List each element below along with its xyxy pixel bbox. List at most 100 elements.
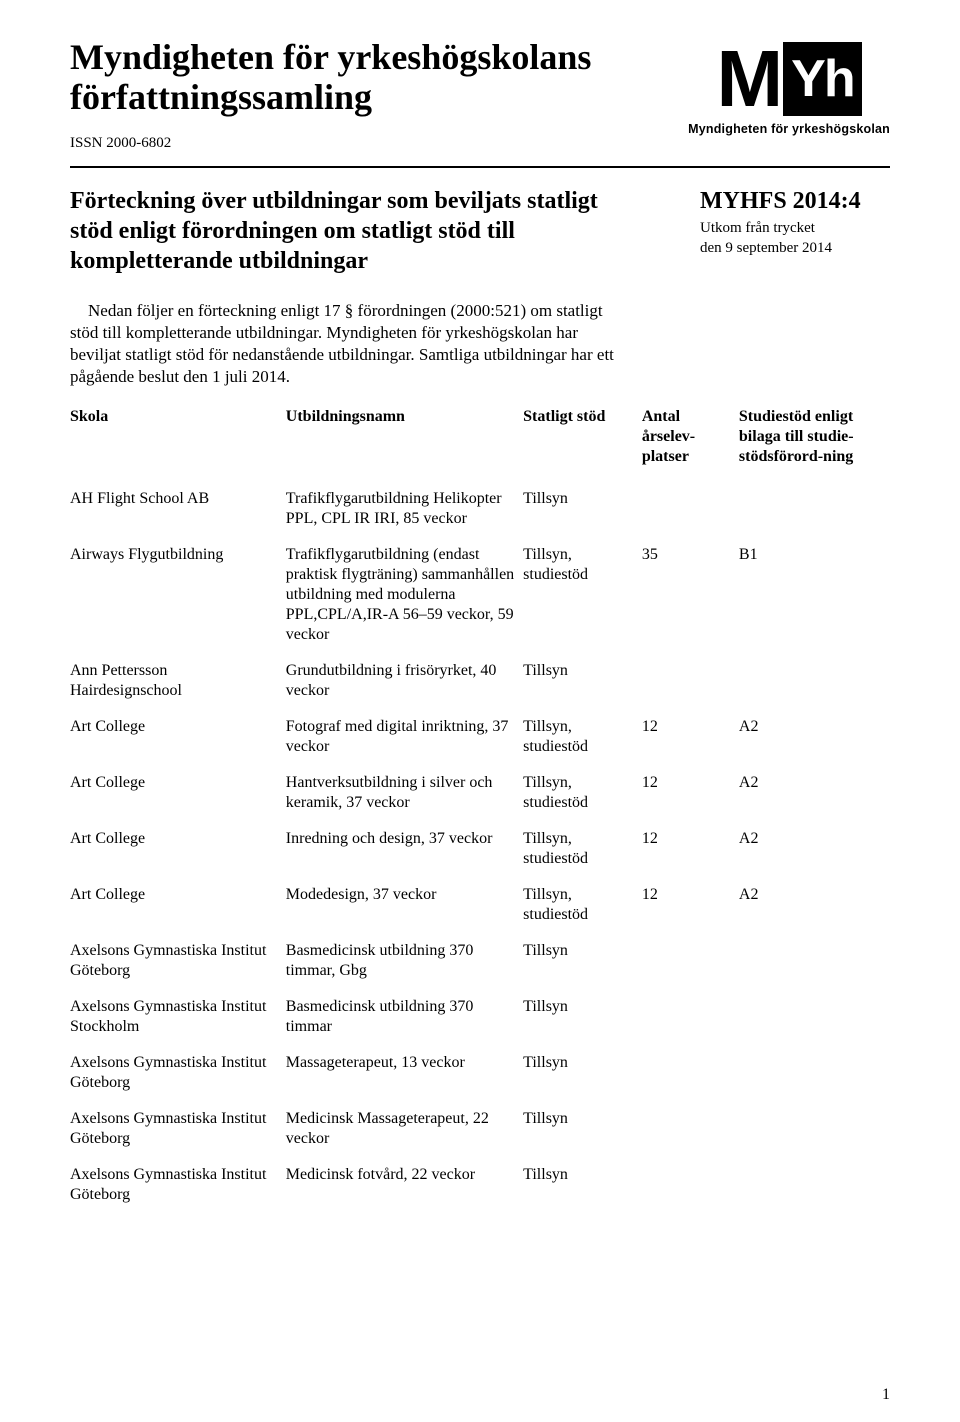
cell-antal: 12	[642, 821, 739, 877]
col-header-utbildningsnamn: Utbildningsnamn	[286, 407, 523, 481]
cell-utb: Massageterapeut, 13 veckor	[286, 1045, 523, 1101]
cell-skola: Art College	[70, 765, 286, 821]
cell-studie: B1	[739, 537, 890, 653]
cell-utb: Basmedicinsk utbildning 370 timmar	[286, 989, 523, 1045]
cell-skola: Art College	[70, 709, 286, 765]
cell-utb: Grundutbildning i frisöryrket, 40 veckor	[286, 653, 523, 709]
cell-stod: Tillsyn, studiestöd	[523, 709, 642, 765]
cell-skola: Airways Flygutbildning	[70, 537, 286, 653]
cell-antal	[642, 1157, 739, 1213]
cell-antal	[642, 989, 739, 1045]
publication-note: Utkom från trycket den 9 september 2014	[700, 219, 890, 258]
table-row: Ann Pettersson HairdesignschoolGrundutbi…	[70, 653, 890, 709]
pub-note-line-1: Utkom från trycket	[700, 220, 815, 236]
cell-skola: Art College	[70, 821, 286, 877]
cell-utb: Inredning och design, 37 veckor	[286, 821, 523, 877]
logo-mark: M Yh	[717, 42, 862, 116]
cell-antal	[642, 1045, 739, 1101]
col-header-skola: Skola	[70, 407, 286, 481]
logo-m-letter: M	[717, 42, 778, 116]
table-row: Art CollegeFotograf med digital inriktni…	[70, 709, 890, 765]
table-row: Axelsons Gymnastiska Institut GöteborgMa…	[70, 1045, 890, 1101]
cell-studie	[739, 1157, 890, 1213]
cell-studie: A2	[739, 709, 890, 765]
cell-skola: Axelsons Gymnastiska Institut Göteborg	[70, 1101, 286, 1157]
title-line-2: författningssamling	[70, 77, 372, 117]
intro-paragraph: Nedan följer en förteckning enligt 17 § …	[70, 300, 630, 388]
cell-studie	[739, 653, 890, 709]
cell-studie	[739, 1045, 890, 1101]
cell-utb: Fotograf med digital inriktning, 37 veck…	[286, 709, 523, 765]
cell-studie: A2	[739, 765, 890, 821]
cell-stod: Tillsyn	[523, 933, 642, 989]
cell-stod: Tillsyn, studiestöd	[523, 537, 642, 653]
title-line-1: Myndigheten för yrkeshögskolans	[70, 37, 591, 77]
cell-studie	[739, 481, 890, 537]
cell-utb: Medicinsk fotvård, 22 veckor	[286, 1157, 523, 1213]
main-title: Myndigheten för yrkeshögskolans författn…	[70, 38, 591, 117]
cell-stod: Tillsyn, studiestöd	[523, 765, 642, 821]
col-header-studiestod: Studiestöd enligt bilaga till studie-stö…	[739, 407, 890, 481]
education-table: Skola Utbildningsnamn Statligt stöd Anta…	[70, 407, 890, 1213]
cell-antal: 12	[642, 765, 739, 821]
cell-antal: 12	[642, 877, 739, 933]
cell-stod: Tillsyn	[523, 989, 642, 1045]
logo-caption: Myndigheten för yrkeshögskolan	[688, 122, 890, 136]
cell-stod: Tillsyn, studiestöd	[523, 821, 642, 877]
cell-studie	[739, 1101, 890, 1157]
cell-studie: A2	[739, 821, 890, 877]
cell-skola: AH Flight School AB	[70, 481, 286, 537]
decree-heading-row: Förteckning över utbildningar som bevilj…	[70, 186, 890, 276]
cell-utb: Trafikflygarutbildning (endast praktisk …	[286, 537, 523, 653]
table-row: AH Flight School ABTrafikflygarutbildnin…	[70, 481, 890, 537]
cell-utb: Medicinsk Massageterapeut, 22 veckor	[286, 1101, 523, 1157]
decree-title: Förteckning över utbildningar som bevilj…	[70, 186, 630, 276]
table-header-row: Skola Utbildningsnamn Statligt stöd Anta…	[70, 407, 890, 481]
cell-skola: Axelsons Gymnastiska Institut Stockholm	[70, 989, 286, 1045]
cell-utb: Basmedicinsk utbildning 370 timmar, Gbg	[286, 933, 523, 989]
title-block: Myndigheten för yrkeshögskolans författn…	[70, 38, 591, 152]
publication-info: MYHFS 2014:4 Utkom från trycket den 9 se…	[700, 188, 890, 258]
cell-skola: Axelsons Gymnastiska Institut Göteborg	[70, 1045, 286, 1101]
cell-studie	[739, 933, 890, 989]
table-row: Art CollegeModedesign, 37 veckorTillsyn,…	[70, 877, 890, 933]
cell-studie	[739, 989, 890, 1045]
cell-utb: Hantverksutbildning i silver och keramik…	[286, 765, 523, 821]
header-row: Myndigheten för yrkeshögskolans författn…	[70, 38, 890, 152]
cell-utb: Trafikflygarutbildning Helikopter PPL, C…	[286, 481, 523, 537]
document-page: Myndigheten för yrkeshögskolans författn…	[0, 0, 960, 1422]
cell-skola: Axelsons Gymnastiska Institut Göteborg	[70, 933, 286, 989]
cell-antal	[642, 481, 739, 537]
cell-antal	[642, 933, 739, 989]
col-header-statligt-stod: Statligt stöd	[523, 407, 642, 481]
table-row: Art CollegeHantverksutbildning i silver …	[70, 765, 890, 821]
publication-code: MYHFS 2014:4	[700, 188, 890, 215]
logo-yh-letters: Yh	[783, 42, 861, 116]
cell-stod: Tillsyn	[523, 653, 642, 709]
agency-logo: M Yh Myndigheten för yrkeshögskolan	[688, 42, 890, 136]
table-row: Airways FlygutbildningTrafikflygarutbild…	[70, 537, 890, 653]
cell-antal	[642, 653, 739, 709]
table-row: Art CollegeInredning och design, 37 veck…	[70, 821, 890, 877]
cell-stod: Tillsyn	[523, 1101, 642, 1157]
cell-studie: A2	[739, 877, 890, 933]
cell-skola: Ann Pettersson Hairdesignschool	[70, 653, 286, 709]
table-row: Axelsons Gymnastiska Institut GöteborgMe…	[70, 1157, 890, 1213]
cell-antal: 35	[642, 537, 739, 653]
cell-skola: Axelsons Gymnastiska Institut Göteborg	[70, 1157, 286, 1213]
col-header-antal: Antal årselev-platser	[642, 407, 739, 481]
table-row: Axelsons Gymnastiska Institut GöteborgMe…	[70, 1101, 890, 1157]
cell-antal	[642, 1101, 739, 1157]
cell-stod: Tillsyn	[523, 481, 642, 537]
table-row: Axelsons Gymnastiska Institut GöteborgBa…	[70, 933, 890, 989]
divider-line	[70, 166, 890, 168]
cell-utb: Modedesign, 37 veckor	[286, 877, 523, 933]
cell-stod: Tillsyn	[523, 1045, 642, 1101]
cell-antal: 12	[642, 709, 739, 765]
table-row: Axelsons Gymnastiska Institut StockholmB…	[70, 989, 890, 1045]
cell-stod: Tillsyn, studiestöd	[523, 877, 642, 933]
cell-skola: Art College	[70, 877, 286, 933]
pub-note-line-2: den 9 september 2014	[700, 240, 832, 256]
page-number: 1	[882, 1386, 890, 1404]
cell-stod: Tillsyn	[523, 1157, 642, 1213]
